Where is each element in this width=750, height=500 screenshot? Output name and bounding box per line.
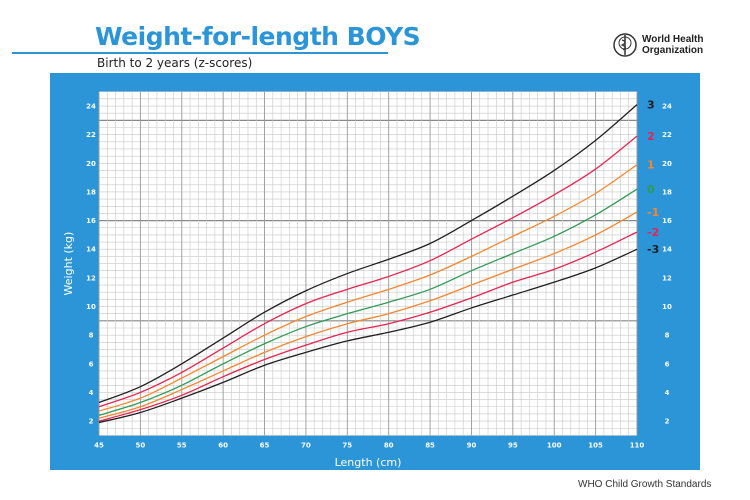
series-line-z-1 (98, 211, 638, 419)
x-tick-label: 85 (425, 441, 435, 449)
y-axis-label: Weight (kg) (62, 232, 75, 296)
y-tick-label-left: 12 (86, 274, 96, 282)
series-line-z-2 (98, 231, 638, 422)
x-tick-label: 50 (136, 441, 146, 449)
y-tick-label-left: 22 (86, 131, 96, 139)
series-label-z-2: -2 (647, 226, 659, 239)
y-tick-label-left: 6 (89, 360, 94, 368)
series-label-z2: 2 (647, 130, 655, 143)
y-tick-label-left: 4 (89, 389, 94, 397)
series-line-z3 (98, 104, 638, 404)
y-tick-label-right: 14 (662, 246, 672, 254)
y-tick-label-right: 10 (662, 303, 672, 311)
series-line-z2 (98, 135, 638, 408)
x-tick-label: 110 (630, 441, 645, 449)
series-label-z-1: -1 (647, 206, 659, 219)
y-tick-label-right: 12 (662, 274, 672, 282)
x-tick-label: 60 (218, 441, 228, 449)
who-logo-line2: Organization (642, 45, 704, 56)
series-line-z-3 (98, 248, 638, 424)
x-tick-label: 80 (384, 441, 394, 449)
series-line-z1 (98, 164, 638, 412)
series-label-z-3: -3 (647, 243, 659, 256)
x-tick-label: 45 (94, 441, 104, 449)
x-tick-label: 65 (260, 441, 270, 449)
x-tick-label: 90 (467, 441, 477, 449)
y-tick-label-right: 8 (665, 332, 670, 340)
y-tick-label-left: 10 (86, 303, 96, 311)
x-axis-label: Length (cm) (335, 456, 402, 469)
x-tick-label: 100 (547, 441, 562, 449)
y-tick-label-right: 24 (662, 103, 672, 111)
y-tick-label-left: 14 (86, 246, 96, 254)
y-tick-label-left: 24 (86, 103, 96, 111)
page-subtitle: Birth to 2 years (z-scores) (97, 56, 253, 70)
who-logo-line1: World Health (642, 34, 704, 45)
series-label-z3: 3 (647, 99, 655, 112)
y-tick-label-left: 8 (89, 332, 94, 340)
y-tick-label-left: 16 (86, 217, 96, 225)
y-tick-label-left: 2 (89, 418, 94, 426)
y-tick-label-right: 6 (665, 360, 670, 368)
x-tick-label: 105 (588, 441, 603, 449)
title-underline (12, 52, 388, 54)
y-tick-label-right: 2 (665, 418, 670, 426)
x-tick-label: 70 (301, 441, 311, 449)
series-label-z1: 1 (647, 159, 655, 172)
y-tick-label-right: 18 (662, 188, 672, 196)
y-tick-label-left: 18 (86, 188, 96, 196)
y-tick-label-left: 20 (86, 160, 96, 168)
who-logo: World Health Organization (612, 32, 732, 58)
who-emblem-icon (613, 33, 637, 57)
y-tick-label-right: 20 (662, 160, 672, 168)
series-label-z0: 0 (647, 183, 655, 196)
y-tick-label-right: 4 (665, 389, 670, 397)
page-title: Weight-for-length BOYS (95, 22, 421, 51)
x-tick-label: 55 (177, 441, 187, 449)
series-line-z0 (98, 188, 638, 416)
footer-text: WHO Child Growth Standards (578, 479, 712, 490)
y-tick-label-right: 16 (662, 217, 672, 225)
y-tick-label-right: 22 (662, 131, 672, 139)
x-tick-label: 95 (508, 441, 518, 449)
x-tick-label: 75 (342, 441, 352, 449)
